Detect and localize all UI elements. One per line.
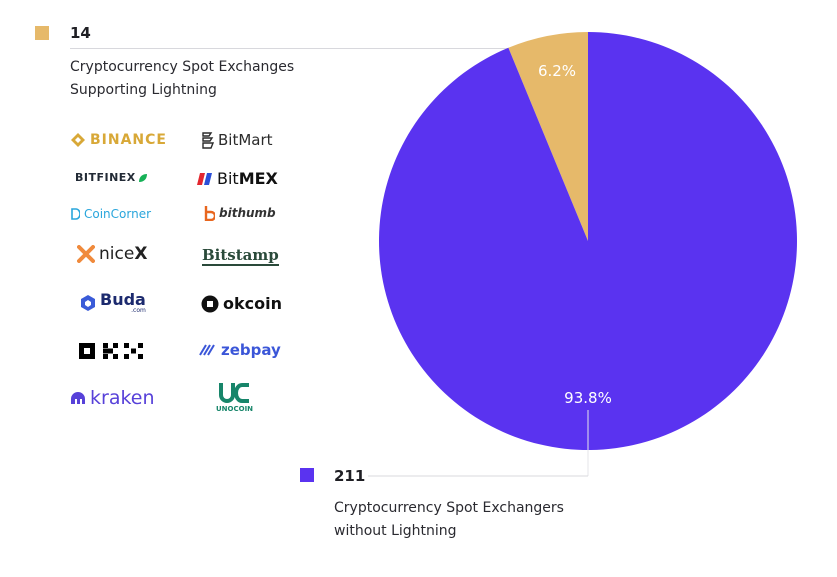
lightning-description-line1: Cryptocurrency Spot Exchanges xyxy=(70,59,295,75)
no-lightning-description-line2: without Lightning xyxy=(334,523,457,539)
lightning-count: 14 xyxy=(70,24,91,42)
nicex-icon xyxy=(77,245,95,263)
bitmart-icon xyxy=(202,131,214,149)
logo-binance-text: BINANCE xyxy=(90,132,167,148)
logo-bitfinex: BITFINEX xyxy=(75,171,148,184)
okx-logo-mark xyxy=(79,343,143,359)
logo-bitmart-text: BitMart xyxy=(218,131,273,149)
okcoin-icon xyxy=(201,295,219,312)
lightning-description-line2: Supporting Lightning xyxy=(70,82,217,98)
logo-bitstamp: Bitstamp xyxy=(202,246,279,266)
unocoin-icon xyxy=(218,383,249,403)
logo-buda-sub: .com xyxy=(131,307,146,314)
binance-diamond-icon xyxy=(71,133,85,147)
logo-bithumb: bithumb xyxy=(203,205,276,221)
logo-bitmex-text: MEX xyxy=(238,169,278,188)
zebpay-icon xyxy=(199,344,215,356)
logo-buda: Buda .com xyxy=(80,292,146,314)
logo-bitfinex-text: BITFINEX xyxy=(75,171,136,184)
bitmex-icon xyxy=(197,172,212,185)
buda-icon xyxy=(81,295,95,311)
lightning-description: Cryptocurrency Spot Exchanges Supporting… xyxy=(70,56,294,102)
logo-bitmex-prefix: Bit xyxy=(217,169,239,188)
coincorner-icon xyxy=(71,208,80,220)
logo-kraken-text: kraken xyxy=(90,387,155,409)
pie-slice-no-lightning xyxy=(379,32,798,450)
pie-slices xyxy=(379,32,798,450)
logo-nicex-prefix: nice xyxy=(99,244,135,264)
logo-unocoin-text: UNOCOIN xyxy=(216,405,254,413)
no-lightning-description: Cryptocurrency Spot Exchangers without L… xyxy=(334,497,564,543)
no-lightning-description-line1: Cryptocurrency Spot Exchangers xyxy=(334,500,564,516)
logo-bitmart: BitMart xyxy=(202,131,273,149)
logo-nicex-text: X xyxy=(134,244,148,264)
leaf-icon xyxy=(138,173,147,182)
logo-zebpay: zebpay xyxy=(199,341,281,359)
logo-unocoin: UNOCOIN xyxy=(216,381,253,413)
logo-kraken: kraken xyxy=(70,387,155,409)
logo-binance: BINANCE xyxy=(70,132,167,148)
legend-swatch-lightning xyxy=(35,26,49,40)
logo-okcoin: okcoin xyxy=(201,294,282,313)
logo-coincorner-text: CoinCorner xyxy=(84,207,152,221)
logo-zebpay-text: zebpay xyxy=(221,341,281,359)
logo-bitstamp-text: Bitstamp xyxy=(202,246,279,266)
logo-buda-text: Buda xyxy=(100,290,146,309)
logo-okcoin-text: okcoin xyxy=(223,294,282,313)
pie-slice-lightning xyxy=(508,32,588,241)
logo-bithumb-text: bithumb xyxy=(219,206,276,220)
kraken-icon xyxy=(71,392,85,404)
legend-swatch-no-lightning xyxy=(300,468,314,482)
lightning-leader-line xyxy=(70,48,560,49)
bithumb-icon xyxy=(204,206,215,221)
slice-percent-label-lightning: 6.2% xyxy=(538,62,576,80)
logo-coincorner: CoinCorner xyxy=(70,207,151,221)
slice-percent-label-no-lightning: 93.8% xyxy=(564,389,612,407)
logo-okx xyxy=(79,343,143,359)
logo-bitmex: Bit MEX xyxy=(197,169,278,188)
logo-nicex: nice X xyxy=(77,244,147,264)
no-lightning-count: 211 xyxy=(334,467,366,485)
